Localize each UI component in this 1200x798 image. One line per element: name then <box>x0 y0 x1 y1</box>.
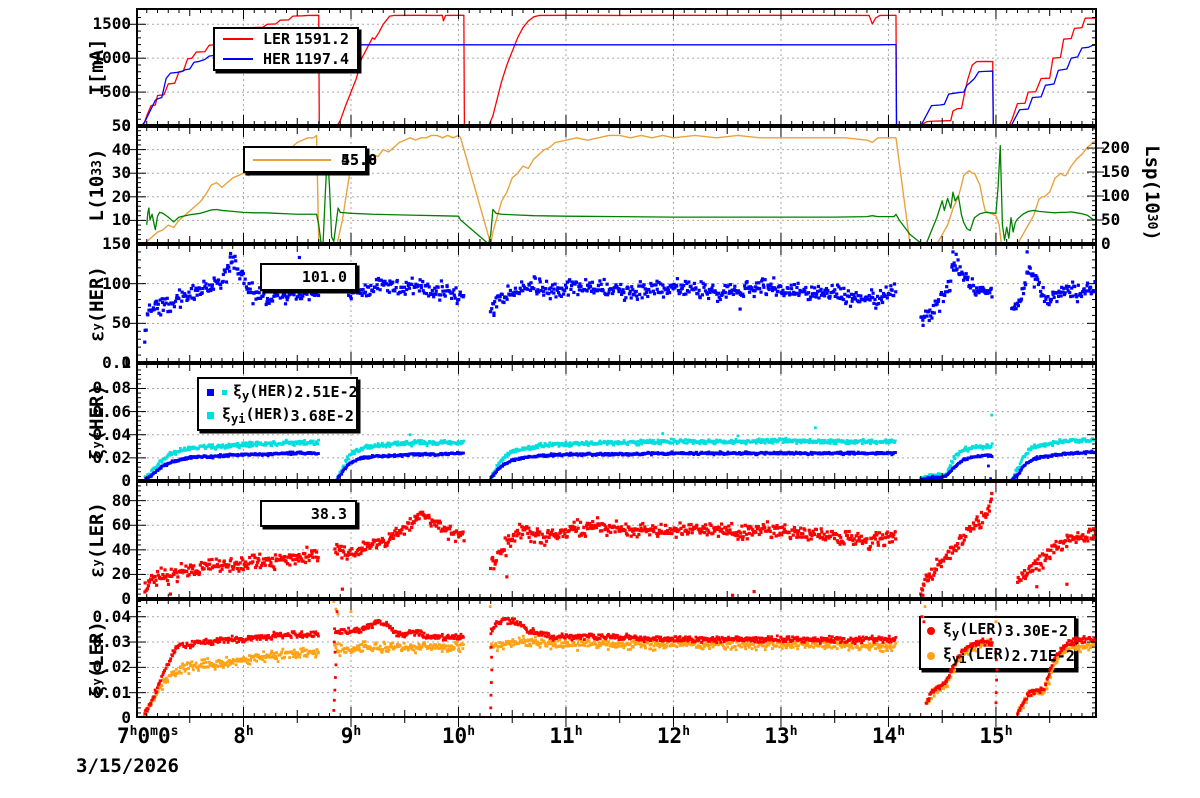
y-tick-label-ey_ler: 60 <box>111 515 131 535</box>
legend-row: ξyi(HER) 3.68E-2 <box>199 405 356 426</box>
legend-marker-icon <box>223 38 253 41</box>
x-tick-label: 10h <box>441 724 476 748</box>
legend-row: ξy(HER) 2.51E-2 <box>199 381 358 403</box>
y-tick-label-luminosity: 0 <box>121 234 131 253</box>
legend-value: 2.51E-2 <box>294 383 358 402</box>
x-tick-label: 13h <box>764 724 798 748</box>
y-tick-label-ey_her: 0 <box>121 353 131 372</box>
legend-value: 3.68E-2 <box>290 406 354 425</box>
legend-xy_her: ξy(HER) 2.51E-2 ξyi(HER) 3.68E-2 <box>197 377 358 431</box>
y-tick-label-xy_her: 0.08 <box>92 378 131 398</box>
legend-marker-icon <box>927 626 935 635</box>
legend-luminosity: 45.045.055.8 <box>243 146 377 173</box>
y-tick-label-xy_ler: 0.04 <box>92 606 131 626</box>
legend-value: 1197.4 <box>294 49 349 68</box>
y-tick-label-xy_ler: 0.03 <box>92 632 131 652</box>
legend-row: ξyi(LER) 2.71E-2 <box>919 645 1076 666</box>
legend-marker-icon <box>253 158 331 161</box>
y-tick-label-luminosity: 10 <box>111 210 131 230</box>
legend-value: 3.30E-2 <box>1004 621 1068 640</box>
legend-row: 45.045.055.8 <box>245 151 377 169</box>
date-label: 3/15/2026 <box>76 755 179 777</box>
y-tick-label-right-luminosity: 0 <box>1101 234 1111 253</box>
y-tick-label-xy_her: 0.1 <box>102 353 131 372</box>
x-tick-label: 15h <box>979 724 1013 748</box>
y-tick-label-ey_her: 150 <box>102 234 131 253</box>
legend-ey_ler: 38.3 <box>260 500 357 527</box>
legend-current: LER 1591.2 HER 1197.4 <box>213 27 359 71</box>
y-tick-label-xy_ler: 0.02 <box>92 657 131 677</box>
legend-marker-icon <box>927 651 935 660</box>
x-tick-label: 14h <box>871 724 906 748</box>
legend-row: 38.3 <box>262 505 355 523</box>
y-tick-label-ey_ler: 40 <box>111 539 131 559</box>
y-tick-label-right-luminosity: 50 <box>1101 210 1121 230</box>
legend-marker-icon <box>223 57 253 60</box>
legend-row: 101.0 <box>262 268 355 286</box>
y-tick-label-luminosity: 20 <box>111 186 131 206</box>
legend-label: ξyi(LER) <box>943 645 1012 666</box>
y-tick-label-current: 1000 <box>92 48 131 68</box>
legend-ey_her: 101.0 <box>260 263 357 291</box>
y-tick-label-xy_her: 0 <box>121 471 131 490</box>
y-tick-label-xy_her: 0.02 <box>92 447 131 467</box>
legend-label: LER <box>263 30 291 49</box>
legend-row: ξy(LER) 3.30E-2 <box>919 620 1076 641</box>
legend-value: 2.71E-2 <box>1011 646 1075 665</box>
y-tick-label-ey_ler: 0 <box>121 589 131 608</box>
legend-label: ξy(LER) <box>943 620 1005 641</box>
y-tick-label-right-luminosity: 100 <box>1101 186 1130 206</box>
legend-value: 45.045.055.8 <box>341 150 378 169</box>
legend-value: 101.0 <box>301 268 347 286</box>
x-tick-label: 9h <box>340 724 362 748</box>
legend-label: ξyi(HER) <box>222 405 291 427</box>
y-tick-label-ey_ler: 20 <box>111 564 131 584</box>
legend-marker-icon <box>207 388 214 396</box>
legend-label: HER <box>263 49 291 68</box>
y-tick-label-luminosity: 30 <box>111 163 131 183</box>
x-tick-label: 7h0m0s <box>117 724 179 748</box>
y-tick-label-ey_her: 50 <box>111 313 131 333</box>
y-tick-label-right-luminosity: 200 <box>1101 138 1130 158</box>
y-tick-label-right-luminosity: 150 <box>1101 162 1130 182</box>
y-tick-label-xy_ler: 0 <box>121 708 131 727</box>
x-tick-label: 11h <box>549 724 583 748</box>
x-tick-label: 12h <box>656 724 691 748</box>
legend-label: ξy(HER) <box>233 381 295 403</box>
y-tick-label-luminosity: 40 <box>111 139 131 159</box>
y-axis-title-right-luminosity: Lsp(10 30) <box>1141 145 1163 241</box>
y-tick-label-ey_her: 100 <box>102 273 131 293</box>
legend-marker-icon <box>207 412 214 420</box>
y-tick-label-xy_her: 0.06 <box>92 401 131 421</box>
x-tick-label: 8h <box>233 724 254 748</box>
y-axis-title-xy_ler: ξ y (LER) <box>86 620 108 697</box>
y-tick-label-current: 500 <box>102 82 131 102</box>
legend-value: 1591.2 <box>294 30 349 49</box>
legend-value: 38.3 <box>310 504 347 523</box>
legend-row: LER 1591.2 <box>215 30 357 48</box>
y-tick-label-xy_her: 0.04 <box>92 424 131 444</box>
y-tick-label-current: 0 <box>121 116 131 135</box>
y-tick-label-current: 1500 <box>92 14 131 34</box>
legend-row: HER 1197.4 <box>215 50 357 68</box>
legend-marker2-icon <box>222 389 227 395</box>
legend-xy_ler: ξy(LER) 3.30E-2 ξyi(LER) 2.71E-2 <box>919 616 1076 670</box>
y-tick-label-xy_ler: 0.01 <box>92 682 131 702</box>
y-tick-label-ey_ler: 80 <box>111 490 131 510</box>
y-tick-label-luminosity: 50 <box>111 116 131 135</box>
